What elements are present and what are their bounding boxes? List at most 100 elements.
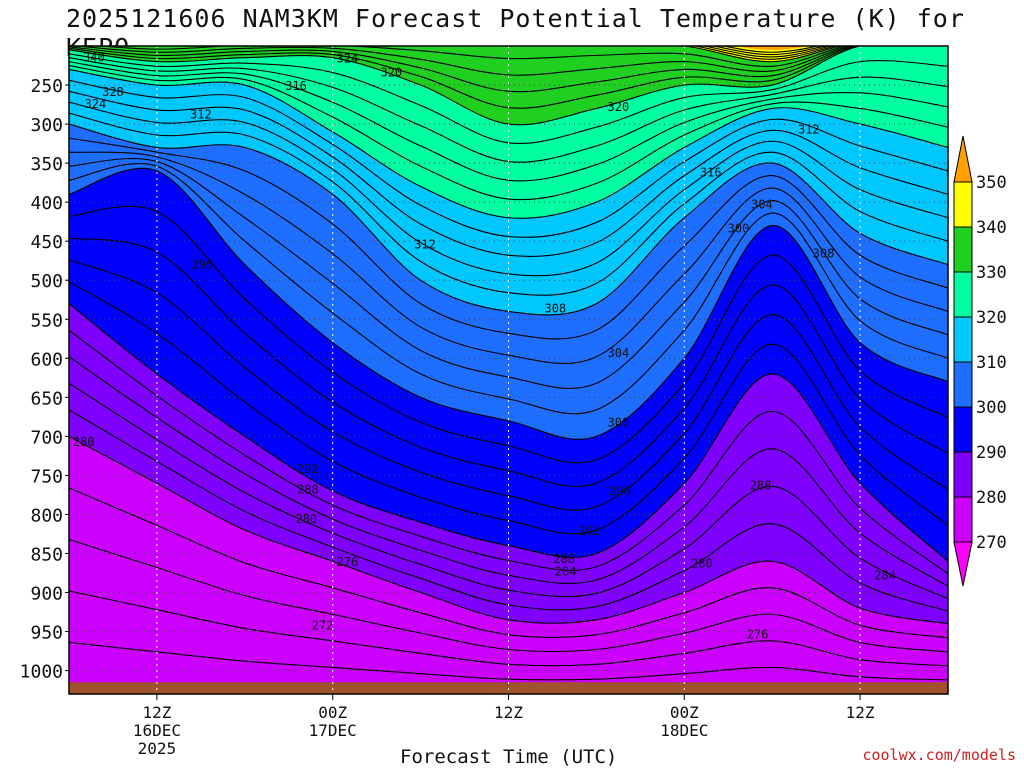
isentrope-line	[69, 356, 948, 587]
isentrope-line	[69, 281, 948, 535]
isentrope-line	[69, 538, 948, 653]
x-tick-label: 00Z	[670, 703, 699, 722]
contour-label: 288	[297, 482, 319, 496]
band-280	[69, 436, 948, 694]
isentrope-line	[69, 237, 948, 488]
isentrope-line	[71, 46, 852, 76]
y-tick-label: 1000	[20, 662, 63, 683]
isentrope-line	[69, 101, 948, 277]
isentrope-line	[132, 46, 843, 63]
x-tick-label: 12Z	[846, 703, 875, 722]
contour-label: 312	[798, 123, 820, 137]
colorbar-swatch	[953, 406, 973, 453]
isentrope-line	[69, 303, 948, 562]
contour-label: 328	[102, 85, 124, 99]
y-tick-label: 700	[30, 427, 63, 448]
y-tick-label: 850	[30, 544, 63, 565]
contour-label: 304	[751, 197, 773, 211]
y-tick-label: 600	[30, 349, 63, 370]
colorbar-tick-label: 340	[976, 218, 1007, 238]
colorbar-tick-label: 290	[976, 443, 1007, 463]
contour-label: 340	[83, 51, 105, 65]
isentrope-line	[691, 46, 838, 60]
isentrope-line	[69, 137, 948, 340]
colorbar-swatch	[953, 226, 973, 273]
y-tick-label: 350	[30, 154, 63, 175]
contour-label: 296	[609, 484, 631, 498]
contour-label: 280	[691, 557, 713, 571]
colorbar-swatch	[953, 316, 973, 363]
colorbar-swatch	[953, 451, 973, 498]
contour-label: 284	[555, 564, 577, 578]
contour-label: 320	[380, 66, 402, 80]
contour-label: 312	[190, 108, 212, 122]
isentrope-line	[720, 46, 821, 53]
isentrope-line	[69, 167, 948, 440]
isentrope-line	[69, 205, 948, 464]
contour-label: 292	[297, 462, 319, 476]
contour-label: 300	[608, 415, 630, 429]
isentrope-line	[69, 259, 948, 511]
isentrope-line	[69, 64, 948, 201]
contour-label: 272	[312, 618, 334, 632]
x-tick-label: 12Z	[494, 703, 523, 722]
isentrope-line	[701, 46, 833, 58]
x-tick-label: 00Z	[318, 703, 347, 722]
isentrope-line	[69, 163, 948, 415]
contour-label: 296	[191, 258, 213, 272]
isentrope-line	[69, 158, 948, 390]
contour-label: 304	[608, 346, 630, 360]
y-tick-label: 800	[30, 505, 63, 526]
y-tick-label: 950	[30, 623, 63, 644]
y-tick-label: 400	[30, 193, 63, 214]
colorbar-tick-label: 330	[976, 263, 1007, 283]
colorbar-swatch	[953, 181, 973, 228]
contour-label: 324	[85, 97, 107, 111]
isentrope-line	[69, 151, 948, 364]
y-tick-label: 750	[30, 466, 63, 487]
isentrope-line	[69, 61, 948, 182]
x-tick-label: 16DEC	[133, 721, 181, 740]
contour-label: 308	[545, 301, 567, 315]
contour-label: 276	[337, 555, 359, 569]
contour-label: 292	[578, 524, 600, 538]
y-tick-label: 500	[30, 271, 63, 292]
x-tick-label: 17DEC	[309, 721, 357, 740]
contour-label: 288	[553, 552, 575, 566]
isentrope-line	[69, 46, 856, 93]
isentrope-line	[69, 435, 948, 625]
isentrope-line	[69, 329, 948, 575]
colorbar-arrow-low	[953, 541, 973, 587]
isentrope-line	[69, 382, 948, 600]
contour-label: 288	[750, 479, 772, 493]
contour-label: 316	[700, 165, 722, 179]
y-tick-label: 450	[30, 232, 63, 253]
colorbar-swatch	[953, 271, 973, 318]
contour-label: 280	[295, 512, 317, 526]
colorbar-tick-label: 300	[976, 398, 1007, 418]
credit-text: coolwx.com/models	[862, 746, 1016, 764]
y-tick-label: 250	[30, 76, 63, 97]
contour-label: 280	[73, 435, 95, 449]
colorbar-tick-label: 350	[976, 173, 1007, 193]
colorbar-arrow-high	[953, 135, 973, 183]
isentrope-line	[711, 46, 828, 56]
y-tick-label: 300	[30, 115, 63, 136]
x-tick-label: 2025	[138, 739, 177, 758]
x-tick-label: 18DEC	[660, 721, 708, 740]
y-tick-label: 550	[30, 310, 63, 331]
contour-label: 324	[337, 51, 359, 65]
colorbar-tick-label: 320	[976, 308, 1007, 328]
x-axis-label: Forecast Time (UTC)	[400, 746, 618, 768]
contour-label: 316	[285, 79, 307, 93]
isentrope-line	[69, 79, 948, 238]
contour-label: 276	[747, 628, 769, 642]
colorbar-tick-label: 310	[976, 353, 1007, 373]
y-tick-label: 900	[30, 584, 63, 605]
contour-label: 312	[414, 237, 436, 251]
y-tick-label: 650	[30, 388, 63, 409]
contour-label: 308	[813, 247, 835, 261]
isentrope-line	[69, 641, 948, 681]
contour-label: 320	[608, 100, 630, 114]
